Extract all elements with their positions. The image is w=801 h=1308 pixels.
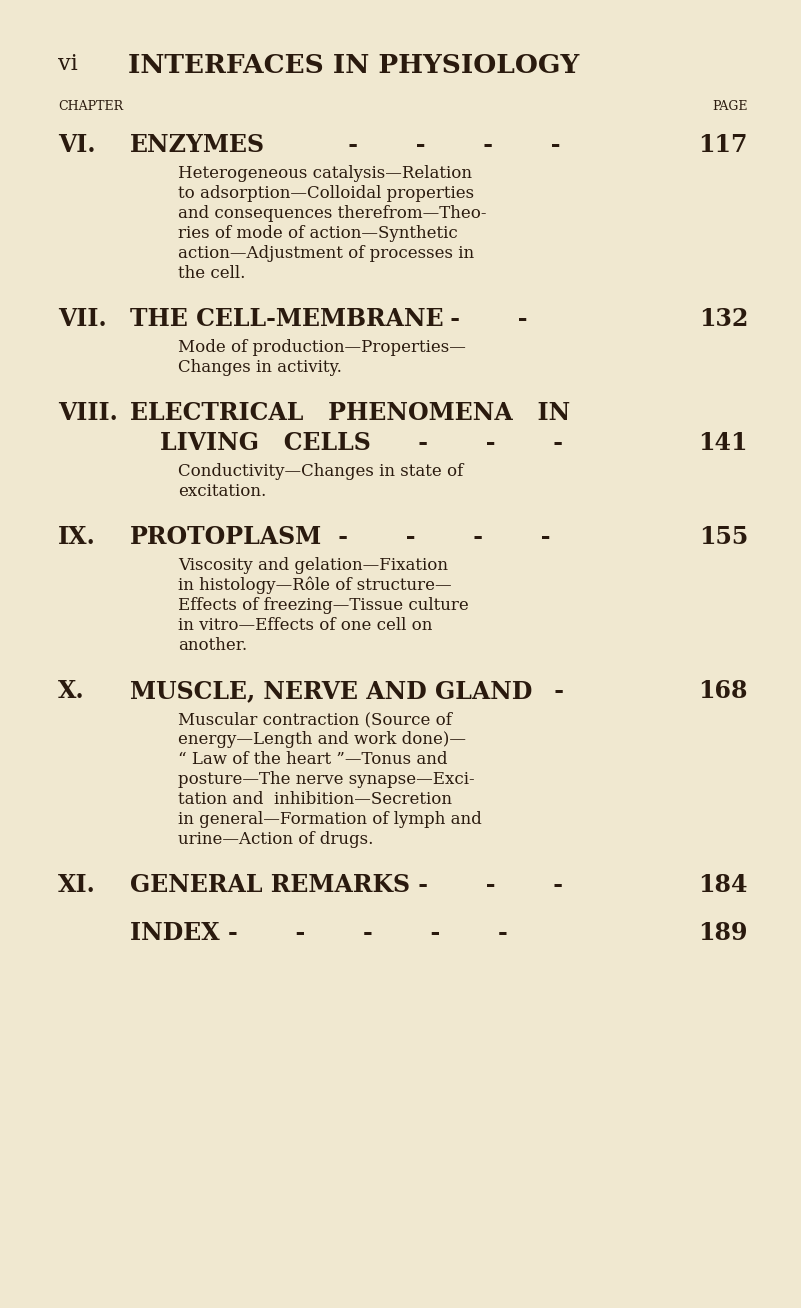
Text: 189: 189	[698, 921, 748, 944]
Text: Conductivity—Changes in state of: Conductivity—Changes in state of	[178, 463, 463, 480]
Text: VII.: VII.	[58, 307, 107, 331]
Text: Viscosity and gelation—Fixation: Viscosity and gelation—Fixation	[178, 557, 448, 574]
Text: -       -       -: - - -	[410, 432, 563, 455]
Text: Changes in activity.: Changes in activity.	[178, 358, 342, 375]
Text: “ Law of the heart ”—Tonus and: “ Law of the heart ”—Tonus and	[178, 751, 448, 768]
Text: urine—Action of drugs.: urine—Action of drugs.	[178, 831, 373, 848]
Text: the cell.: the cell.	[178, 266, 245, 283]
Text: another.: another.	[178, 637, 248, 654]
Text: 132: 132	[698, 307, 748, 331]
Text: in histology—Rôle of structure—: in histology—Rôle of structure—	[178, 577, 452, 595]
Text: THE CELL-MEMBRANE: THE CELL-MEMBRANE	[130, 307, 444, 331]
Text: 141: 141	[698, 432, 748, 455]
Text: -       -: - -	[442, 307, 528, 331]
Text: and consequences therefrom—Theo-: and consequences therefrom—Theo-	[178, 205, 486, 222]
Text: tation and  inhibition—Secretion: tation and inhibition—Secretion	[178, 791, 452, 808]
Text: energy—Length and work done)—: energy—Length and work done)—	[178, 731, 466, 748]
Text: ENZYMES: ENZYMES	[130, 133, 265, 157]
Text: ries of mode of action—Synthetic: ries of mode of action—Synthetic	[178, 225, 457, 242]
Text: LIVING   CELLS: LIVING CELLS	[160, 432, 371, 455]
Text: in general—Formation of lymph and: in general—Formation of lymph and	[178, 811, 481, 828]
Text: -       -       -       -: - - - -	[330, 525, 550, 549]
Text: VI.: VI.	[58, 133, 95, 157]
Text: XI.: XI.	[58, 872, 96, 897]
Text: GENERAL REMARKS -       -       -: GENERAL REMARKS - - -	[130, 872, 563, 897]
Text: excitation.: excitation.	[178, 483, 266, 500]
Text: 184: 184	[698, 872, 748, 897]
Text: ELECTRICAL   PHENOMENA   IN: ELECTRICAL PHENOMENA IN	[130, 402, 570, 425]
Text: IX.: IX.	[58, 525, 96, 549]
Text: in vitro—Effects of one cell on: in vitro—Effects of one cell on	[178, 617, 433, 634]
Text: vi: vi	[58, 54, 78, 75]
Text: 117: 117	[698, 133, 748, 157]
Text: to adsorption—Colloidal properties: to adsorption—Colloidal properties	[178, 184, 474, 201]
Text: VIII.: VIII.	[58, 402, 118, 425]
Text: -: -	[546, 679, 564, 702]
Text: posture—The nerve synapse—Exci-: posture—The nerve synapse—Exci-	[178, 770, 475, 787]
Text: Mode of production—Properties—: Mode of production—Properties—	[178, 339, 466, 356]
Text: PAGE: PAGE	[713, 99, 748, 112]
Text: Muscular contraction (Source of: Muscular contraction (Source of	[178, 712, 452, 729]
Text: Effects of freezing—Tissue culture: Effects of freezing—Tissue culture	[178, 596, 469, 613]
Text: INTERFACES IN PHYSIOLOGY: INTERFACES IN PHYSIOLOGY	[128, 54, 579, 78]
Text: X.: X.	[58, 679, 85, 702]
Text: 168: 168	[698, 679, 748, 702]
Text: CHAPTER: CHAPTER	[58, 99, 123, 112]
Text: PROTOPLASM: PROTOPLASM	[130, 525, 322, 549]
Text: Heterogeneous catalysis—Relation: Heterogeneous catalysis—Relation	[178, 165, 472, 182]
Text: MUSCLE, NERVE AND GLAND: MUSCLE, NERVE AND GLAND	[130, 679, 533, 702]
Text: 155: 155	[698, 525, 748, 549]
Text: action—Adjustment of processes in: action—Adjustment of processes in	[178, 245, 474, 262]
Text: INDEX -       -       -       -       -: INDEX - - - - -	[130, 921, 508, 944]
Text: -       -       -       -: - - - -	[340, 133, 561, 157]
